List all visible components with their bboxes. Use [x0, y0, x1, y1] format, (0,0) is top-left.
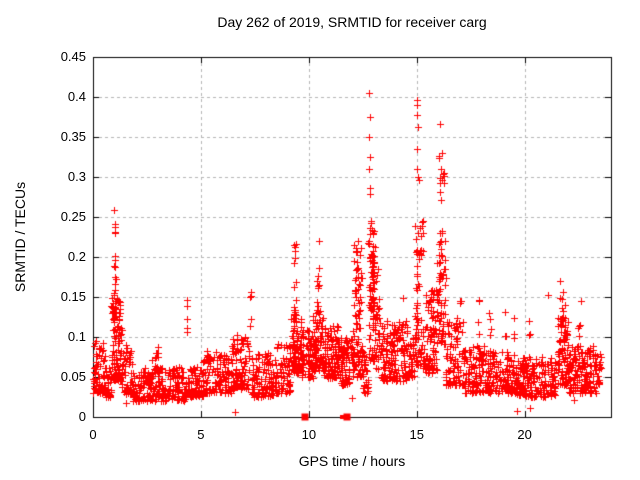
y-tick-label: 0.05: [60, 369, 86, 384]
x-tick-label: 10: [301, 427, 317, 442]
y-tick-label: 0.4: [67, 89, 86, 104]
y-tick-label: 0.35: [60, 129, 86, 144]
x-tick-label: 0: [89, 427, 97, 442]
x-tick-label: 20: [517, 427, 532, 442]
y-axis-label: SRMTID / TECUs: [12, 181, 28, 293]
x-axis-label: GPS time / hours: [298, 453, 406, 469]
y-tick-label: 0: [78, 409, 86, 424]
y-tick-label: 0.45: [60, 49, 86, 64]
x-tick-label: 15: [409, 427, 424, 442]
chart-title: Day 262 of 2019, SRMTID for receiver car…: [217, 14, 487, 30]
y-tick-label: 0.3: [67, 169, 86, 184]
y-tick-label: 0.15: [60, 289, 86, 304]
y-tick-label: 0.2: [67, 249, 86, 264]
y-tick-label: 0.25: [60, 209, 86, 224]
y-tick-label: 0.1: [67, 329, 86, 344]
x-tick-label: 5: [197, 427, 205, 442]
